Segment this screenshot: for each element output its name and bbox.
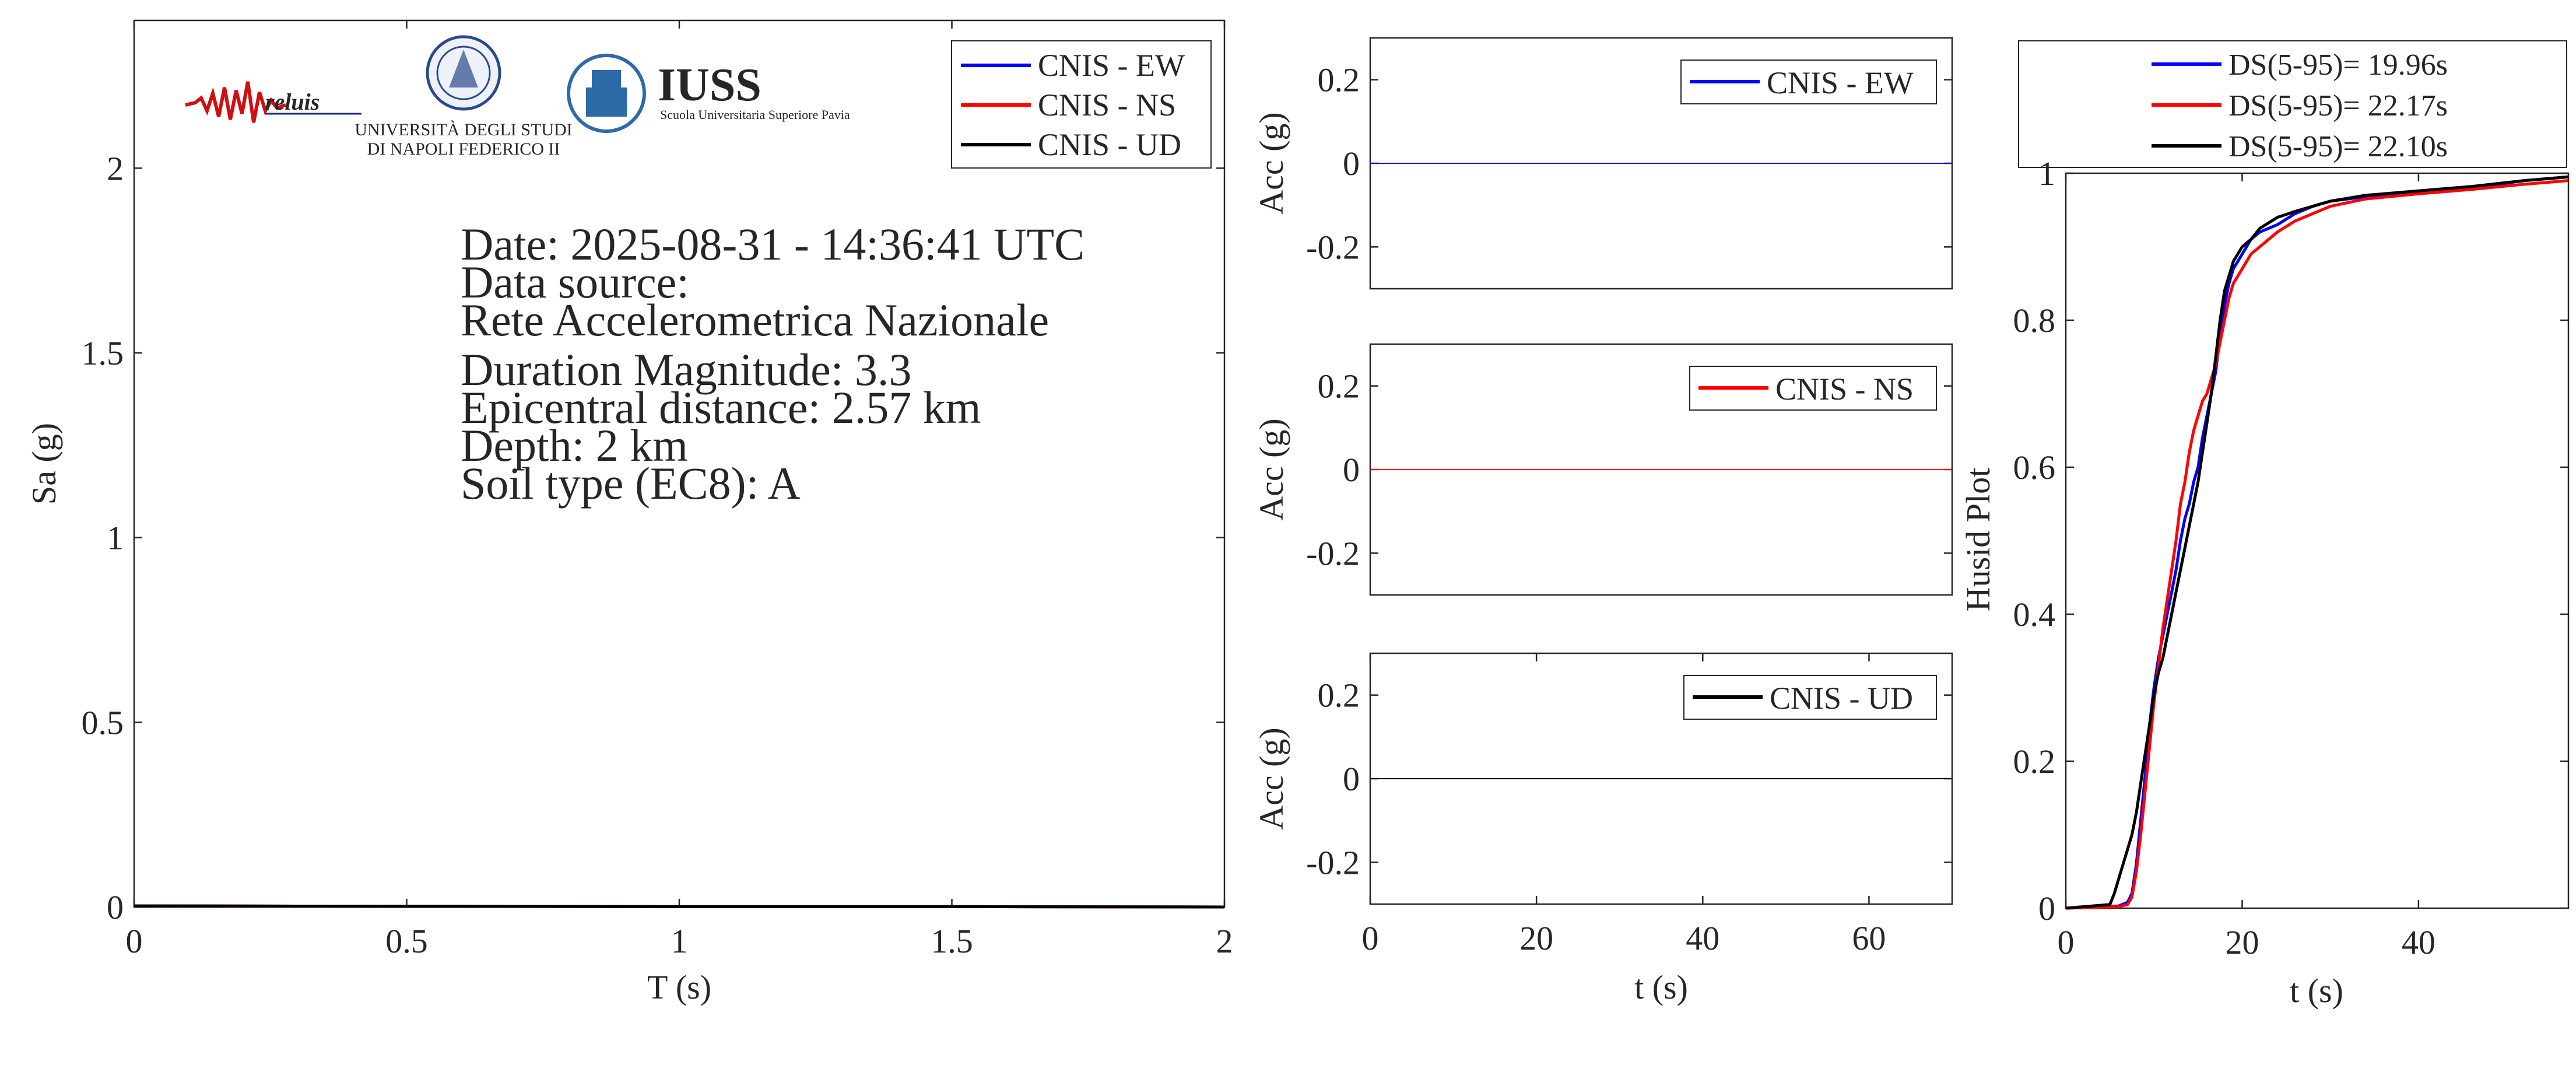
spectrum-y-ticks: 0 0.5 1 1.5 2 [82, 149, 1224, 926]
acc-ns-y-ticks: 0.2 0 -0.2 [1306, 367, 1952, 572]
acc-ud-panel: 0.20-0.2 0 20 40 60 Acc (g) t (s) CNIS - UD [1252, 652, 1953, 1006]
x-tick-label: 0 [1362, 919, 1379, 957]
x-tick-label: 0 [2058, 923, 2075, 961]
husid-y-axis-label: Husid Plot [1959, 468, 1997, 612]
y-tick-label: 1 [2038, 155, 2055, 192]
iuss-logo-title: IUSS [658, 59, 761, 111]
acc-ns-legend-label: CNIS - NS [1775, 372, 1914, 407]
x-tick-label: 40 [2402, 923, 2435, 961]
spectrum-x-ticks: 0 0.5 1 1.5 2 [126, 20, 1233, 960]
y-tick-label: 1.5 [82, 334, 124, 372]
reluis-logo: reluis [185, 81, 362, 123]
y-tick-label: 0.6 [2013, 449, 2056, 486]
husid-legend-label-ud: DS(5-95)= 22.10s [2228, 130, 2448, 163]
y-tick-label: 0 [1343, 760, 1360, 798]
husid-legend-label-ew: DS(5-95)= 19.96s [2228, 48, 2448, 82]
iuss-logo-subtitle: Scuola Universitaria Superiore Pavia [660, 107, 850, 122]
data-source-label: Data source: [461, 257, 689, 307]
event-depth: Depth: 2 km [461, 420, 688, 471]
reluis-logo-text: reluis [265, 89, 320, 115]
event-distance: Epicentral distance: 2.57 km [461, 382, 981, 433]
y-tick-label: 0.4 [2013, 596, 2056, 633]
y-tick-label: 0.5 [82, 703, 124, 741]
x-tick-label: 2 [1216, 922, 1233, 960]
x-tick-label: 20 [1519, 919, 1553, 957]
y-tick-label: -0.2 [1306, 843, 1360, 881]
x-tick-label: 0.5 [385, 922, 428, 960]
y-tick-label: 2 [107, 149, 124, 187]
husid-x-axis-label: t (s) [2290, 972, 2343, 1010]
y-tick-label: 0 [2038, 890, 2055, 927]
x-tick-label: 1.5 [931, 922, 973, 960]
data-source-value: Rete Accelerometrica Nazionale [461, 295, 1049, 345]
spectrum-legend: CNIS - EW CNIS - NS CNIS - UD [951, 40, 1212, 169]
series-line-ns [2065, 179, 2569, 910]
husid-legend-label-ns: DS(5-95)= 22.17s [2228, 89, 2448, 122]
y-tick-label: 0 [1343, 451, 1360, 489]
spectrum-series-lines [134, 904, 1225, 909]
acc-ud-x-ticks: 0 20 40 60 [1362, 653, 1886, 957]
husid-x-ticks: 0 20 40 [2058, 173, 2435, 961]
acc-ud-y-axis-label: Acc (g) [1252, 727, 1290, 830]
acc-x-axis-label: t (s) [1634, 968, 1688, 1006]
husid-legend-box [2018, 40, 2567, 168]
event-date: Date: 2025-08-31 - 14:36:41 UTC [461, 219, 1085, 269]
legend-label-ud: CNIS - UD [1038, 127, 1181, 162]
acc-ew-y-ticks: 0.2 0 -0.2 [1306, 61, 1952, 266]
x-tick-label: 20 [2225, 923, 2259, 961]
y-tick-label: 0.2 [1318, 367, 1360, 405]
y-tick-label: -0.2 [1306, 534, 1360, 572]
event-soil-type: Soil type (EC8): A [461, 458, 801, 509]
series-line-ud [134, 904, 1225, 909]
iuss-logo: IUSS Scuola Universitaria Superiore Pavi… [567, 54, 850, 133]
acc-ns-panel: 0.2 0 -0.2 Acc (g) CNIS - NS [1252, 343, 1953, 596]
y-tick-label: 0 [1343, 145, 1360, 183]
seismogram-icon [185, 81, 286, 123]
legend-label-ew: CNIS - EW [1038, 48, 1185, 83]
y-tick-label: 0.8 [2013, 302, 2056, 339]
acc-ew-panel: 0.2 0 -0.2 Acc (g) CNIS - EW [1252, 37, 1953, 290]
y-tick-label: 0.2 [2013, 743, 2056, 780]
y-tick-label: 1 [107, 519, 124, 557]
spectrum-y-axis-label: Sa (g) [25, 423, 63, 505]
x-tick-label: 0 [126, 922, 143, 960]
spectrum-x-axis-label: T (s) [647, 968, 711, 1006]
acc-ew-legend-label: CNIS - EW [1767, 65, 1914, 100]
husid-series-lines [2065, 175, 2569, 910]
x-tick-label: 1 [671, 922, 688, 960]
y-tick-label: 0 [107, 888, 124, 926]
x-tick-label: 40 [1686, 919, 1719, 957]
husid-panel: DS(5-95)= 19.96s DS(5-95)= 22.17s DS(5-9… [1959, 40, 2570, 1010]
unina-logo-line1: UNIVERSITÀ DEGLI STUDI [355, 120, 572, 139]
acc-ns-y-axis-label: Acc (g) [1252, 418, 1290, 521]
x-tick-label: 60 [1852, 919, 1886, 957]
unina-logo-line2: DI NAPOLI FEDERICO II [367, 139, 560, 159]
legend-label-ns: CNIS - NS [1038, 87, 1176, 122]
acc-ew-y-axis-label: Acc (g) [1252, 112, 1290, 215]
y-tick-label: -0.2 [1306, 228, 1360, 266]
event-magnitude: Duration Magnitude: 3.3 [461, 344, 911, 395]
y-tick-label: 0.2 [1318, 61, 1360, 99]
unina-logo: UNIVERSITÀ DEGLI STUDI DI NAPOLI FEDERIC… [355, 35, 573, 159]
spectrum-panel: 00.511.52 0 0.5 1 1.5 2 T (s) Sa (g) reluis … [25, 19, 1233, 1006]
y-tick-label: 0.2 [1318, 677, 1360, 715]
series-line-ud [2065, 175, 2569, 910]
husid-axes-box [2065, 172, 2570, 909]
acc-ud-legend-label: CNIS - UD [1770, 681, 1913, 716]
event-info-block: Date: 2025-08-31 - 14:36:41 UTC Data sou… [461, 219, 1085, 509]
